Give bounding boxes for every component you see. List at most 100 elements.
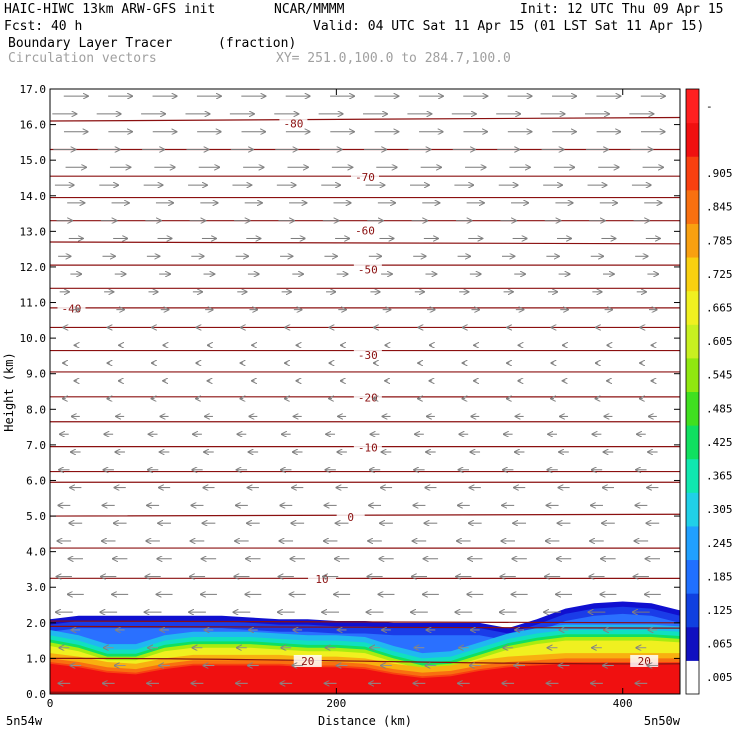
- x-axis: 0 200 400: [47, 89, 633, 710]
- temperature-contour-5: [50, 241, 680, 245]
- colorbar-swatch: [686, 357, 699, 392]
- forecast-hour: Fcst: 40 h: [4, 19, 83, 34]
- temperature-contour-1: [50, 148, 680, 151]
- colorbar-swatch: [686, 156, 699, 191]
- tracer-field: [50, 601, 680, 694]
- temperature-contour-14: [50, 445, 680, 448]
- temperature-contour-23: [50, 691, 680, 694]
- temperature-contour-8: [50, 306, 680, 309]
- y-tick-label: 8.0: [26, 403, 46, 416]
- y-tick-label: 4.0: [26, 546, 46, 559]
- y-tick-label: 9.0: [26, 368, 46, 381]
- y-tick-label: 14.0: [20, 190, 47, 203]
- temperature-contour-0: [50, 116, 680, 122]
- cross-section-coords: XY= 251.0,100.0 to 284.7,100.0: [276, 51, 511, 66]
- colorbar-label: .725: [706, 268, 733, 281]
- end-point-label: 5n50w: [644, 714, 681, 728]
- colorbar-label: .785: [706, 234, 733, 247]
- temperature-contour-10: [50, 349, 680, 352]
- y-tick-label: 1.0: [26, 652, 46, 665]
- contour-label: -60: [355, 224, 375, 237]
- contour-label: 10: [315, 573, 328, 586]
- colorbar-label: .305: [706, 503, 733, 516]
- colorbar-swatch: [686, 324, 699, 359]
- contour-label-bg: [336, 510, 365, 523]
- colorbar-swatch: [686, 492, 699, 527]
- temperature-contour-12: [50, 395, 680, 398]
- contour-label-bg: [279, 117, 308, 130]
- colorbar-swatch: [686, 593, 699, 628]
- y-tick-label: 5.0: [26, 510, 46, 523]
- contour-label-bg: [351, 170, 379, 183]
- colorbar-label: .905: [706, 167, 733, 180]
- contour-label: -30: [358, 349, 378, 362]
- contour-label: 20: [301, 655, 314, 668]
- colorbar-label: .605: [706, 335, 733, 348]
- colorbar-label: .065: [706, 638, 733, 651]
- y-tick-label: 2.0: [26, 617, 46, 630]
- colorbar-label: .845: [706, 201, 733, 214]
- y-tick-label: 16.0: [20, 119, 47, 132]
- temperature-contour-4: [50, 219, 680, 222]
- colorbar-swatch: [686, 525, 699, 561]
- tracer-band-11: [50, 663, 680, 694]
- model-title: HAIC-HIWC 13km ARW-GFS init: [4, 2, 216, 17]
- y-tick-label: 3.0: [26, 581, 46, 594]
- y-tick-label: 15.0: [20, 154, 47, 167]
- colorbar-swatch: [686, 626, 699, 661]
- colorbar-swatch: [686, 290, 699, 325]
- temperature-contour-20: [50, 620, 680, 624]
- contour-label: -50: [358, 264, 378, 277]
- contour-label: -10: [358, 441, 378, 454]
- colorbar-swatch: [686, 223, 699, 258]
- y-tick-label: 7.0: [26, 439, 46, 452]
- y-tick-label: 13.0: [20, 225, 47, 238]
- contour-label: -80: [283, 118, 303, 131]
- contour-label-bg: [353, 348, 382, 361]
- x-tick-label: 400: [613, 697, 633, 710]
- temperature-contour-7: [50, 287, 680, 290]
- temperature-contour-11: [50, 371, 680, 373]
- y-tick-label: 10.0: [20, 332, 47, 345]
- temperature-contour-6: [50, 264, 680, 267]
- y-tick-label: 6.0: [26, 474, 46, 487]
- colorbar-swatch: [686, 458, 699, 493]
- contour-label-bg: [293, 654, 322, 667]
- y-tick-label: 12.0: [20, 261, 47, 274]
- field-units: (fraction): [218, 36, 297, 51]
- plot-frame: [49, 88, 681, 695]
- y-tick-label: 17.0: [20, 83, 47, 96]
- temperature-contour-17: [50, 513, 680, 517]
- temperature-contour-9: [50, 326, 680, 329]
- field-name: Boundary Layer Tracer: [8, 36, 173, 51]
- colorbar-swatch: [686, 660, 699, 695]
- colorbar-swatch: [686, 257, 699, 292]
- temperature-contour-15: [50, 470, 680, 473]
- temperature-contour-13: [50, 420, 680, 423]
- temperature-contour-22: [50, 657, 680, 665]
- org-label: NCAR/MMMM: [274, 2, 345, 17]
- temperature-contour-19: [50, 577, 680, 580]
- colorbar-label: -: [706, 100, 713, 113]
- y-tick-label: 0.0: [26, 688, 46, 701]
- colorbar-label: .125: [706, 604, 733, 617]
- colorbar-label: .425: [706, 436, 733, 449]
- contour-label-bg: [353, 441, 382, 454]
- contour-label-bg: [353, 263, 382, 276]
- contour-label: -70: [355, 171, 375, 184]
- circulation-vectors: [52, 96, 664, 683]
- y-axis-label: Height (km): [2, 352, 16, 431]
- temperature-contour-18: [50, 547, 680, 549]
- valid-time: Valid: 04 UTC Sat 11 Apr 15 (01 LST Sat …: [313, 19, 705, 34]
- temperature-contour-21: [50, 625, 680, 629]
- colorbar-frame: [685, 88, 700, 695]
- colorbar-label: .665: [706, 301, 733, 314]
- x-axis-label: Distance (km): [318, 714, 412, 728]
- x-tick-label: 200: [326, 697, 346, 710]
- colorbar-label: .365: [706, 470, 733, 483]
- y-tick-label: 11.0: [20, 297, 47, 310]
- colorbar-swatch: [686, 391, 699, 426]
- colorbar-label: .485: [706, 402, 733, 415]
